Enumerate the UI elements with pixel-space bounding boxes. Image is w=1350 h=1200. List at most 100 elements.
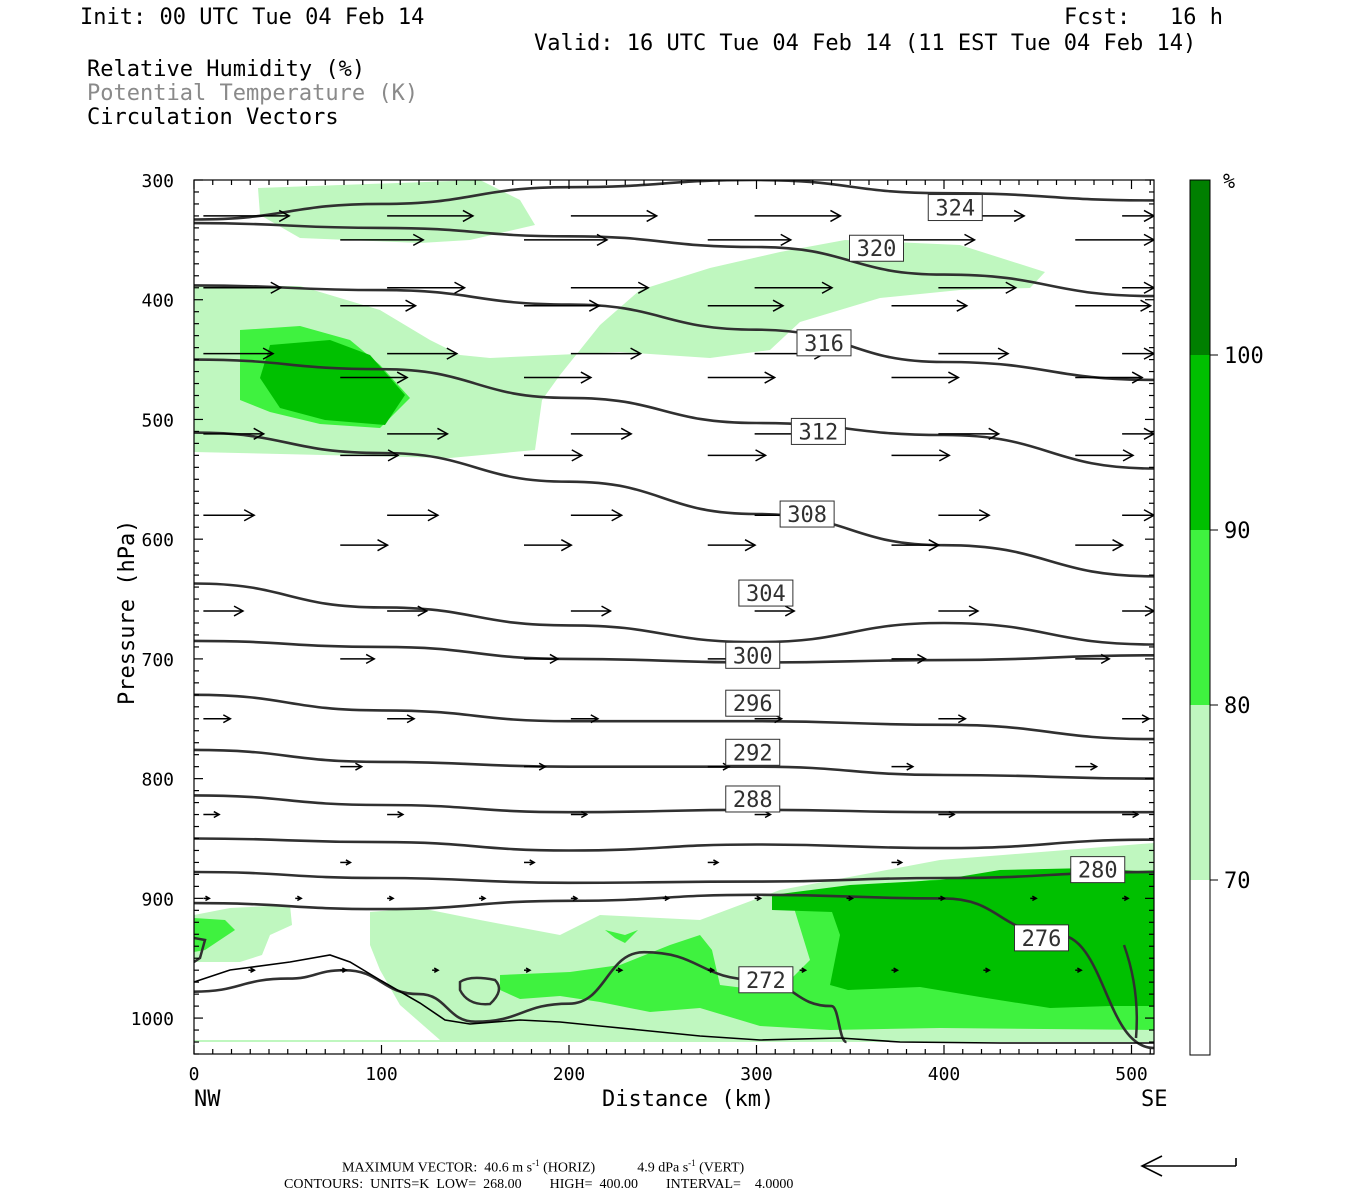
theta-contour-316 <box>194 284 1154 382</box>
circulation-vector <box>707 299 785 312</box>
contour-label-text: 272 <box>746 969 786 994</box>
circulation-vector <box>707 371 777 384</box>
colorbar-band-70-80 <box>1190 705 1210 880</box>
circulation-vector <box>524 371 593 384</box>
axis-ticks <box>193 179 1154 1055</box>
theta-contour-312 <box>194 358 1154 470</box>
circulation-vector <box>1030 895 1038 902</box>
circulation-vector <box>1122 895 1130 902</box>
circulation-vector <box>387 895 395 902</box>
max-horiz-tag: (HORIZ) <box>543 1160 596 1176</box>
rh-shading <box>194 180 1154 1042</box>
colorbar-band-90-100 <box>1190 355 1210 530</box>
y-tick-label-500: 500 <box>141 410 174 431</box>
contour-label-280: 280 <box>1070 856 1126 884</box>
contour-label-300: 300 <box>725 641 781 669</box>
circulation-vector <box>570 209 659 223</box>
circulation-vector <box>938 895 946 902</box>
circulation-vector <box>1122 427 1154 440</box>
circulation-vector <box>340 653 376 665</box>
circulation-vector <box>570 714 600 724</box>
x-tick-labels: 0 100 200 300 400 500 <box>189 1064 1148 1085</box>
circulation-vector <box>615 967 624 973</box>
plot-frame <box>193 179 1155 1055</box>
circulation-vector <box>387 347 459 360</box>
circulation-vector <box>799 967 808 973</box>
contour-label-272: 272 <box>738 966 794 994</box>
contour-label-316: 316 <box>796 329 852 357</box>
circulation-vector <box>203 347 275 360</box>
circulation-vector <box>754 605 796 617</box>
max-vector-line: MAXIMUM VECTOR: 40.6 m s-1 (HORIZ) 4.9 d… <box>342 1158 744 1177</box>
y-tick-label-900: 900 <box>141 889 174 910</box>
circulation-vector <box>707 233 793 247</box>
circulation-vector <box>938 427 1001 440</box>
circulation-vector <box>340 233 425 247</box>
circulation-vector <box>707 762 731 771</box>
colorbar-band-80-90 <box>1190 530 1210 705</box>
max-vert-tag: (VERT) <box>699 1160 745 1176</box>
circulation-vector <box>524 539 573 552</box>
theta-contour-296 <box>194 693 1154 741</box>
circulation-vector <box>891 762 915 771</box>
circulation-vector <box>754 810 772 819</box>
circulation-vector <box>938 509 991 522</box>
contour-label-text: 316 <box>804 332 844 357</box>
x-tick-label-300: 300 <box>740 1064 773 1085</box>
contour-label-text: 300 <box>733 644 773 669</box>
circulation-vector <box>1075 299 1153 312</box>
circulation-vector <box>340 449 400 462</box>
circulation-vector <box>938 281 1018 294</box>
x-tick-label-100: 100 <box>365 1064 398 1085</box>
circulation-vector <box>387 281 467 294</box>
colorbar-band-below-70 <box>1190 880 1210 1055</box>
contour-276-edge <box>1122 944 1139 1039</box>
circulation-vector <box>203 281 283 294</box>
circulation-vector <box>1122 810 1140 819</box>
contour-labels: 324 320 316 312 308 304 300 296 292 288 280 276 272 <box>725 194 1126 994</box>
circulation-vector <box>891 299 969 312</box>
x-tick-label-200: 200 <box>553 1064 586 1085</box>
circulation-vector <box>938 714 967 724</box>
max-horiz-exponent: -1 <box>532 1158 540 1168</box>
circulation-vector <box>340 762 364 771</box>
theta-contour-292 <box>194 748 1154 780</box>
circulation-vector <box>938 810 956 819</box>
circulation-vector <box>1122 714 1151 724</box>
contour-label-text: 320 <box>857 237 897 262</box>
x-axis-label: Distance (km) <box>602 1087 774 1112</box>
circulation-vector <box>707 539 757 552</box>
circulation-vector <box>1075 653 1111 665</box>
colorbar-label-100: 100 <box>1224 344 1264 369</box>
circulation-vector <box>340 859 353 866</box>
max-horiz-value: 40.6 <box>484 1160 509 1176</box>
circulation-vector <box>891 371 960 384</box>
circulation-vector <box>203 209 291 223</box>
rh-region <box>194 240 1045 458</box>
circulation-vector <box>891 859 904 866</box>
circulation-vector <box>524 233 609 247</box>
circulation-vector <box>891 233 977 247</box>
circulation-vector <box>1075 371 1144 384</box>
circulation-vector <box>938 605 980 617</box>
x-end-label-se: SE <box>1141 1087 1168 1112</box>
max-vert-exponent: -1 <box>688 1158 696 1168</box>
circulation-vector <box>479 895 487 902</box>
circulation-vector <box>707 967 716 973</box>
field-theta-label: Potential Temperature (K) <box>87 81 419 106</box>
contour-label-324: 324 <box>927 194 983 222</box>
circulation-vector <box>1122 605 1154 617</box>
y-tick-label-600: 600 <box>141 530 174 551</box>
contour-label-288: 288 <box>725 785 781 813</box>
circulation-vector <box>387 427 450 440</box>
circulation-vector <box>1122 509 1154 522</box>
circulation-vector <box>387 209 475 223</box>
contour-label-308: 308 <box>779 500 835 528</box>
x-end-label-nw: NW <box>194 1087 221 1112</box>
theta-contour-320 <box>194 221 1154 298</box>
theta-contour-308 <box>194 431 1154 578</box>
theta-contour-288 <box>194 794 1154 814</box>
theta-contour-304 <box>194 582 1154 646</box>
circulation-vector <box>570 347 643 360</box>
circulation-vector <box>524 762 547 771</box>
